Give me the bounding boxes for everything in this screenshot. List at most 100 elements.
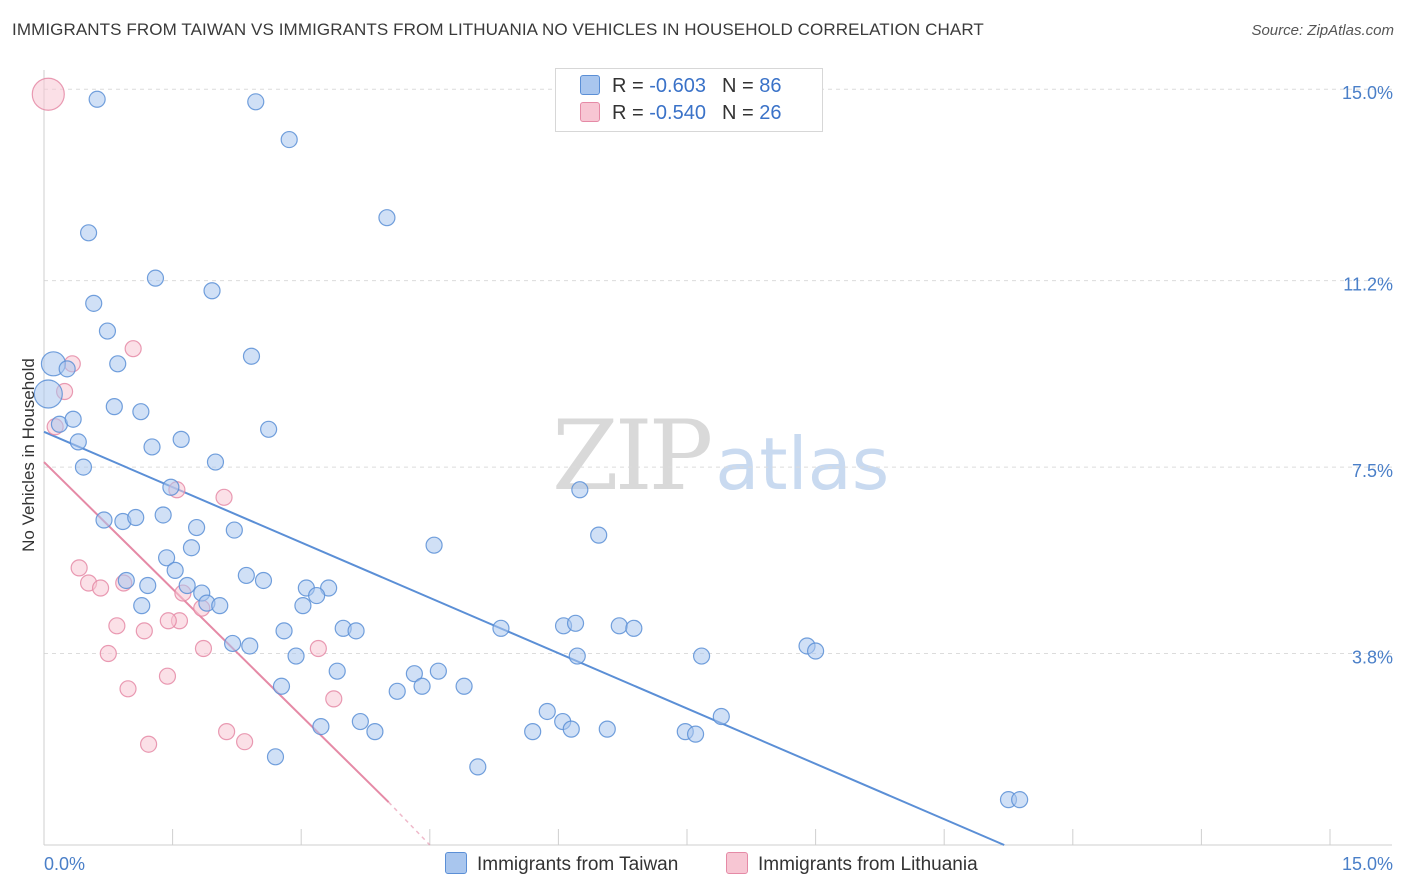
taiwan-point [1011,791,1029,809]
taiwan-point [378,209,396,227]
taiwan-point [566,614,585,632]
taiwan-point [154,506,172,524]
legend-swatch-taiwan [580,75,600,95]
taiwan-point [143,438,161,456]
lithuania-point [135,622,153,640]
lithuania-point [108,617,126,635]
lithuania-point [124,340,142,358]
y-tick-label: 7.5% [1352,461,1393,481]
taiwan-point [105,398,123,416]
taiwan-point [366,723,384,741]
taiwan-point [405,665,423,683]
taiwan-point [211,597,229,615]
taiwan-point [74,458,93,476]
taiwan-point [69,433,87,451]
taiwan-point [692,647,711,665]
series-legend: Immigrants from Taiwan Immigrants from L… [0,852,1406,878]
watermark-atlas: atlas [715,422,890,506]
taiwan-point [95,511,113,529]
taiwan-point [312,717,330,736]
taiwan-point [206,453,225,471]
taiwan-point [172,430,190,448]
taiwan-point [241,637,259,655]
taiwan-point [568,647,586,665]
taiwan-point [109,355,127,373]
taiwan-point [272,677,291,695]
taiwan-point [247,93,265,111]
taiwan-point [598,720,616,738]
taiwan-point [429,662,447,680]
taiwan-point [571,481,589,499]
taiwan-point [133,597,151,615]
taiwan-point [64,410,82,428]
legend-swatch-lithuania [580,102,600,122]
taiwan-point [260,420,278,438]
taiwan-point [538,702,556,721]
taiwan-point [524,723,542,741]
x-tick-label: 0.0% [44,854,85,874]
lithuania-point [70,559,88,577]
taiwan-point [132,403,150,421]
taiwan-trend-line [43,430,1005,846]
taiwan-point [224,634,242,653]
taiwan-point [562,720,580,738]
legend-row-taiwan: R = -0.603 N = 86 [580,75,781,101]
legend-swatch-lithuania [726,852,748,874]
taiwan-point [712,707,730,726]
taiwan-point [182,539,201,557]
legend-r-value: -0.603 [649,75,706,97]
taiwan-point [242,347,261,365]
legend-label-taiwan: Immigrants from Taiwan [477,854,679,875]
y-tick-label: 15.0% [1342,83,1393,103]
legend-item-lithuania[interactable]: Immigrants from Lithuania [726,852,978,876]
taiwan-point [686,725,705,743]
taiwan-point [492,619,510,637]
lithuania-trend-extension [388,801,431,846]
lithuania-point [325,690,343,708]
taiwan-point [58,360,76,378]
taiwan-point [351,712,369,731]
source-label: Source: ZipAtlas.com [1251,22,1394,39]
taiwan-point [33,379,63,409]
taiwan-point [85,294,103,312]
lithuania-point [309,639,327,658]
axes [43,70,1392,846]
lithuania-point [119,680,137,698]
legend-swatch-taiwan [445,852,467,874]
taiwan-point [98,322,117,340]
taiwan-point [146,269,165,287]
legend-n-value: 86 [759,75,782,97]
taiwan-point [162,478,180,496]
taiwan-point [328,662,346,680]
taiwan-point [413,677,431,695]
lithuania-point [218,723,236,741]
chart-title: IMMIGRANTS FROM TAIWAN VS IMMIGRANTS FRO… [12,20,984,39]
taiwan-point [225,521,243,539]
lithuania-point [31,77,65,111]
taiwan-point [157,549,176,567]
lithuania-point [236,733,254,751]
taiwan-point [806,642,825,660]
taiwan-point [178,576,196,595]
trend-lines [43,430,1005,846]
taiwan-point [388,682,406,700]
taiwan-point [188,518,206,537]
taiwan-point [139,576,157,595]
legend-item-taiwan[interactable]: Immigrants from Taiwan [445,852,678,876]
lithuania-point [194,639,213,658]
axis-labels: 3.8% 7.5% 11.2% 15.0% 0.0% 15.0% No Vehicles i… [19,83,1393,874]
taiwan-point [127,508,145,527]
taiwan-point [280,130,298,149]
legend-r-value: -0.540 [649,102,706,124]
legend-n-label: N = [721,75,760,97]
taiwan-point [166,561,184,579]
legend-r-label: R = [612,75,650,97]
legend-n-value: 26 [759,102,782,124]
lithuania-point [91,579,110,597]
lithuania-point [99,644,117,663]
y-tick-label: 3.8% [1352,648,1393,668]
taiwan-point [287,647,305,665]
taiwan-point [203,282,221,300]
legend-r-label: R = [612,102,650,124]
